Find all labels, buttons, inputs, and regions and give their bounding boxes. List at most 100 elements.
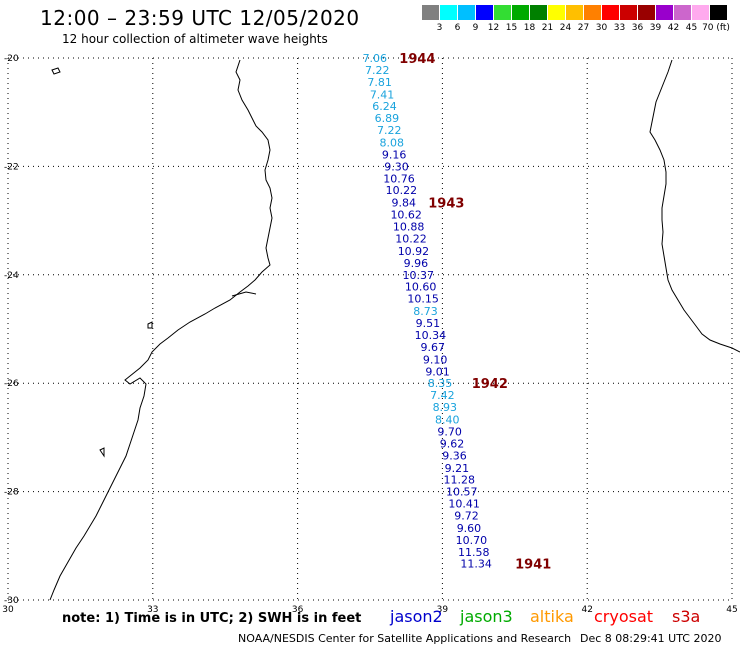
legend-swatch [638, 5, 655, 20]
lake-1 [231, 291, 257, 297]
swh-value-label: 7.81 [367, 76, 392, 89]
legend-swatch [548, 5, 565, 20]
swh-value-label: 10.70 [456, 534, 488, 547]
legend-level-label: 6 [454, 23, 461, 33]
legend-swatch [476, 5, 493, 20]
legend-swatch [494, 5, 511, 20]
swh-value-label: 10.62 [390, 209, 422, 222]
swh-value-label: 9.30 [384, 160, 409, 173]
swh-value-label: 11.28 [444, 474, 476, 487]
swh-value-label: 10.60 [405, 281, 437, 294]
lon-tick-label: 36 [292, 605, 304, 615]
swh-value-label: 9.96 [404, 257, 429, 270]
swh-value-label: 7.42 [430, 389, 455, 402]
swh-value-label: 10.15 [407, 293, 439, 306]
timestamp: Dec 8 08:29:41 UTC 2020 [580, 632, 722, 645]
swh-value-label: 6.24 [372, 100, 397, 113]
swh-value-label: 10.22 [395, 232, 427, 245]
swh-value-label: 8.73 [413, 305, 438, 318]
swh-value-label: 9.10 [423, 353, 448, 366]
swh-value-label: 9.51 [416, 317, 441, 330]
swh-value-label: 9.67 [420, 341, 445, 354]
legend-level-label: 12 [487, 23, 500, 33]
swh-value-label: 8.40 [435, 414, 460, 427]
satellite-track: 7.067.227.817.416.246.897.228.089.169.30… [363, 52, 492, 571]
mission-label-altika: altika [530, 607, 574, 626]
swh-value-label: 10.41 [448, 498, 480, 511]
mission-label-cryosat: cryosat [594, 607, 654, 626]
swh-value-label: 7.22 [365, 64, 390, 77]
legend-swatch [566, 5, 583, 20]
legend-swatch [458, 5, 475, 20]
swh-value-label: 6.89 [375, 112, 400, 125]
legend-swatch [710, 5, 727, 20]
legend-swatch [440, 5, 457, 20]
lon-tick-label: 33 [147, 605, 158, 615]
swh-value-label: 9.36 [442, 449, 467, 462]
legend-level-label: 70 (ft) [702, 23, 730, 33]
legend-level-label: 36 [631, 23, 644, 33]
swh-value-label: 10.34 [415, 329, 447, 342]
island-1 [51, 67, 61, 75]
lat-lon-grid [7, 57, 733, 601]
swh-value-label: 9.72 [454, 509, 479, 522]
swh-value-label: 9.70 [437, 425, 462, 438]
mission-label-jason2: jason2 [390, 607, 443, 626]
swh-value-label: 10.22 [386, 184, 418, 197]
legend-swatch [692, 5, 709, 20]
lon-tick-label: 39 [437, 605, 449, 615]
legend-swatch [656, 5, 673, 20]
lat-tick-label: -24 [4, 271, 19, 281]
swh-value-label: 7.22 [377, 124, 402, 137]
mission-label-jason3: jason3 [460, 607, 513, 626]
legend-level-label: 42 [667, 23, 680, 33]
legend-swatch [512, 5, 529, 20]
footer-note: note: 1) Time is in UTC; 2) SWH is in fe… [62, 611, 362, 626]
swh-value-label: 8.35 [428, 377, 453, 390]
legend-level-label: 33 [613, 23, 626, 33]
legend-level-label: 30 [595, 23, 608, 33]
hour-label: 1943 [428, 197, 464, 212]
island-3 [99, 447, 105, 458]
legend-level-label: 15 [505, 23, 518, 33]
hour-label: 1941 [515, 558, 551, 573]
swh-value-label: 7.41 [370, 88, 395, 101]
swh-value-label: 7.06 [363, 52, 388, 65]
swh-value-label: 9.01 [425, 365, 450, 378]
lon-tick-label: 42 [581, 605, 592, 615]
swh-value-label: 11.34 [460, 558, 492, 571]
madagascar-coastline [649, 59, 740, 353]
swh-value-label: 10.76 [383, 172, 415, 185]
lon-tick-label: 45 [726, 605, 737, 615]
lat-tick-label: -28 [4, 488, 19, 498]
swh-value-label: 10.88 [393, 221, 425, 234]
swh-value-label: 9.16 [382, 148, 407, 161]
island-2 [147, 321, 153, 329]
lat-tick-label: -22 [4, 162, 19, 172]
mission-label-s3a: s3a [672, 607, 701, 626]
legend-level-label: 39 [649, 23, 662, 33]
legend-level-label: 3 [436, 23, 443, 33]
hour-label: 1944 [399, 52, 435, 67]
lat-tick-label: -20 [4, 54, 19, 64]
swh-value-label: 10.57 [446, 486, 478, 499]
legend-swatch [674, 5, 691, 20]
swh-value-label: 9.21 [445, 462, 470, 475]
lat-tick-label: -26 [4, 379, 19, 389]
map-title: 12:00 – 23:59 UTC 12/05/2020 [40, 6, 360, 30]
legend-level-label: 21 [541, 23, 554, 33]
swh-value-label: 8.08 [379, 137, 404, 150]
swh-value-label: 9.84 [392, 197, 417, 210]
legend-swatch [620, 5, 637, 20]
legend-swatch [584, 5, 601, 20]
map-subtitle: 12 hour collection of altimeter wave hei… [62, 32, 328, 46]
legend-swatch [422, 5, 439, 20]
lat-tick-label: -30 [4, 596, 19, 606]
legend-level-label: 27 [577, 23, 590, 33]
swh-value-label: 8.93 [433, 401, 458, 414]
hour-labels: 1944 1943 1942 1941 [399, 52, 551, 573]
legend-level-label: 24 [559, 23, 572, 33]
legend-swatch [530, 5, 547, 20]
coastline [49, 59, 740, 601]
